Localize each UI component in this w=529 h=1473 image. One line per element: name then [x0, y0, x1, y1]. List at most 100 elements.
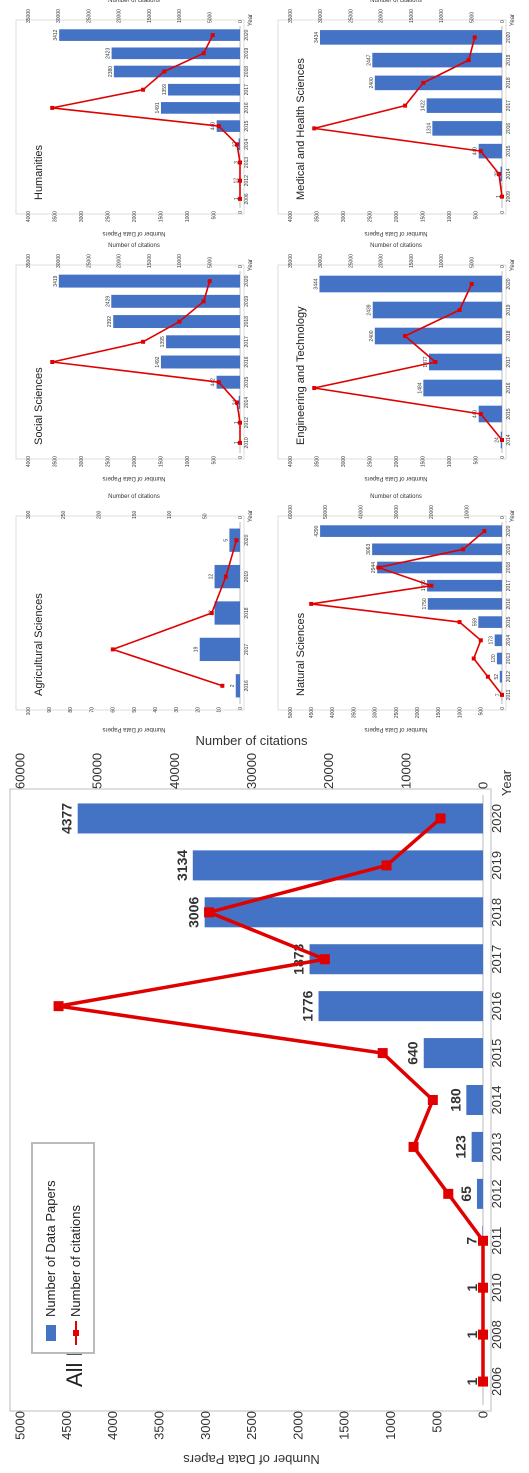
- bar-value-label: 4290: [314, 525, 320, 536]
- x-axis-title: Year: [510, 259, 516, 271]
- x-tick-label: 2019: [506, 304, 512, 315]
- y-tick-label: 3500: [314, 456, 320, 467]
- bar-value-label: 4377: [59, 803, 75, 834]
- y-tick-label: 3500: [52, 456, 58, 467]
- x-tick-label: 2009: [506, 191, 512, 202]
- bar-value-label: 1776: [300, 990, 316, 1021]
- x-tick-label: 2020: [506, 32, 512, 43]
- y-tick-label: 1000: [447, 456, 453, 467]
- citation-marker: [162, 69, 167, 74]
- y-tick-label: 1500: [158, 211, 164, 222]
- x-axis-title: Year: [510, 510, 516, 522]
- bar: [235, 674, 240, 698]
- citations-line: [51, 34, 241, 199]
- bar: [238, 138, 241, 151]
- x-tick-label: 2016: [244, 680, 250, 691]
- y-tick-label: 1500: [158, 456, 164, 467]
- y-tick-label: 0: [500, 211, 506, 214]
- y2-tick-label: 0: [238, 20, 244, 23]
- bar-value-label: 1766: [421, 580, 427, 591]
- bar: [374, 327, 502, 345]
- x-tick-label: 2020: [506, 525, 512, 536]
- y-tick-label: 0: [500, 707, 506, 710]
- bar-value-label: 120: [491, 654, 497, 663]
- bar: [494, 634, 502, 647]
- x-tick-label: 2017: [244, 336, 250, 347]
- citation-marker: [312, 126, 317, 131]
- bar-value-label: 2439: [367, 304, 373, 315]
- x-tick-label: 2016: [506, 598, 512, 609]
- citation-marker: [408, 1141, 419, 1152]
- citation-marker: [238, 440, 242, 445]
- x-tick-label: 2010: [244, 437, 250, 448]
- y2-axis-label: Number of citations: [108, 243, 160, 249]
- y2-tick-label: 20000: [321, 753, 336, 789]
- y-tick-label: 1500: [420, 211, 426, 222]
- bar: [167, 83, 241, 96]
- x-tick-label: 2015: [244, 120, 250, 131]
- y2-tick-label: 20000: [117, 9, 123, 23]
- citation-marker: [469, 282, 474, 286]
- y-tick-label: 1000: [185, 456, 191, 467]
- bar: [111, 294, 240, 308]
- bar: [160, 355, 240, 369]
- bar-value-label: 1377: [423, 356, 429, 367]
- y-tick-label: 4000: [105, 1411, 120, 1440]
- citation-marker: [223, 574, 228, 579]
- citation-marker: [472, 35, 477, 40]
- citation-marker: [234, 538, 239, 543]
- bar: [374, 75, 502, 91]
- y2-tick-label: 15000: [409, 9, 415, 23]
- chart-panel-5: 0 500 1000 1500 2000 2500 3000 3500 4000 0 5000 100…: [15, 243, 254, 481]
- citation-marker: [466, 58, 471, 63]
- citation-marker: [478, 1329, 488, 1340]
- y-tick-label: 2000: [394, 456, 400, 467]
- y-tick-label: 2500: [244, 1411, 259, 1440]
- chart-title: Natural Sciences: [295, 612, 307, 696]
- citations-line: [313, 37, 503, 197]
- citation-marker: [478, 638, 483, 643]
- plot-frame: [15, 264, 245, 460]
- y2-tick-label: 5000: [207, 12, 213, 23]
- citation-marker: [478, 149, 483, 154]
- y2-tick-label: 15000: [147, 9, 153, 23]
- x-axis-title: Year: [248, 259, 254, 271]
- chart-title: Engineering and Technology: [295, 306, 307, 445]
- x-tick-label: 2018: [244, 66, 250, 77]
- x-tick-label: 2016: [506, 123, 512, 134]
- x-tick-label: 2012: [244, 175, 250, 186]
- bar: [59, 29, 240, 41]
- y-tick-label: 3000: [341, 211, 347, 222]
- y-axis-label: Number of Data Papers: [102, 475, 165, 481]
- x-tick-label: 2013: [489, 1132, 504, 1161]
- x-tick-label: 2008: [489, 1320, 504, 1349]
- y2-tick-label: 35000: [288, 254, 294, 268]
- x-tick-label: 2015: [506, 616, 512, 627]
- x-tick-label: 2012: [244, 417, 250, 428]
- x-tick-label: 2013: [506, 653, 512, 664]
- bar: [58, 274, 240, 288]
- x-tick-label: 2015: [244, 376, 250, 387]
- y2-tick-label: 25000: [348, 254, 354, 268]
- bar-value-label: 3134: [174, 850, 190, 881]
- x-axis-title: Year: [510, 14, 516, 26]
- chart-panel-6: 0 500 1000 1500 2000 2500 3000 3500 4000 0 5000 100…: [15, 0, 254, 236]
- y-tick-label: 500: [473, 211, 479, 220]
- y2-tick-label: 40000: [167, 753, 182, 789]
- y2-tick-label: 30000: [394, 505, 400, 519]
- y-tick-label: 4500: [309, 707, 315, 718]
- bar-value-label: 1: [234, 197, 240, 200]
- bar: [372, 301, 502, 319]
- y2-tick-label: 10000: [439, 9, 445, 23]
- citation-marker: [500, 692, 504, 697]
- x-tick-label: 2018: [244, 607, 250, 618]
- x-tick-label: 2020: [244, 29, 250, 40]
- x-tick-label: 2014: [244, 397, 250, 408]
- y-tick-label: 1500: [337, 1411, 352, 1440]
- y-tick-label: 1500: [420, 456, 426, 467]
- y-tick-label: 2000: [132, 211, 138, 222]
- y-tick-label: 500: [211, 211, 217, 220]
- bar-value-label: 1: [464, 1377, 480, 1385]
- bar: [199, 637, 240, 662]
